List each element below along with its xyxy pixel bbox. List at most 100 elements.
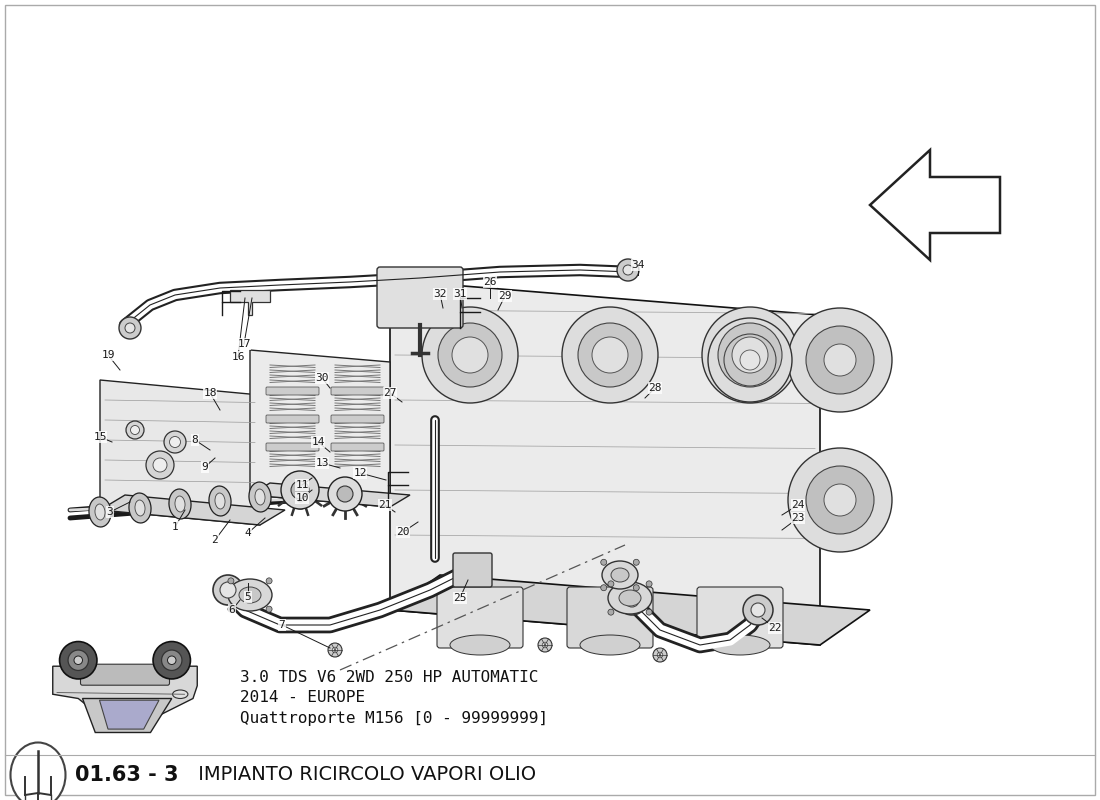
Text: 25: 25 — [453, 593, 466, 603]
FancyBboxPatch shape — [266, 443, 319, 451]
Text: 7: 7 — [278, 620, 285, 630]
Polygon shape — [100, 380, 260, 525]
Text: 2: 2 — [211, 535, 219, 545]
Ellipse shape — [89, 497, 111, 527]
Text: 8: 8 — [191, 435, 198, 445]
Text: 6: 6 — [229, 605, 235, 615]
Ellipse shape — [228, 579, 272, 611]
Circle shape — [751, 603, 764, 617]
Circle shape — [292, 481, 309, 499]
Text: 18: 18 — [204, 388, 217, 398]
FancyBboxPatch shape — [437, 587, 522, 648]
Ellipse shape — [295, 486, 305, 502]
Circle shape — [167, 656, 176, 665]
Text: 20: 20 — [396, 527, 409, 537]
Circle shape — [646, 609, 652, 615]
Circle shape — [657, 652, 663, 658]
Circle shape — [617, 259, 639, 281]
Circle shape — [125, 323, 135, 333]
Polygon shape — [250, 483, 410, 507]
Text: 01.63 - 3: 01.63 - 3 — [75, 765, 178, 785]
Circle shape — [146, 451, 174, 479]
Circle shape — [625, 593, 639, 607]
Circle shape — [592, 337, 628, 373]
Circle shape — [702, 307, 798, 403]
Text: 26: 26 — [483, 277, 497, 287]
Ellipse shape — [169, 489, 191, 519]
Circle shape — [601, 585, 607, 590]
FancyBboxPatch shape — [453, 553, 492, 587]
Circle shape — [328, 643, 342, 657]
Circle shape — [806, 326, 874, 394]
Ellipse shape — [173, 690, 188, 698]
Ellipse shape — [135, 500, 145, 516]
Ellipse shape — [608, 582, 652, 614]
Ellipse shape — [175, 496, 185, 512]
Circle shape — [806, 466, 874, 534]
Circle shape — [578, 323, 642, 387]
Circle shape — [153, 458, 167, 472]
Circle shape — [608, 609, 614, 615]
Ellipse shape — [619, 590, 641, 606]
Text: 24: 24 — [791, 500, 805, 510]
Circle shape — [220, 582, 236, 598]
Text: 23: 23 — [791, 513, 805, 523]
Ellipse shape — [289, 479, 311, 509]
Ellipse shape — [95, 504, 104, 520]
Circle shape — [332, 647, 338, 653]
Circle shape — [732, 337, 768, 373]
Circle shape — [634, 559, 639, 566]
Text: 17: 17 — [238, 339, 251, 349]
Circle shape — [266, 606, 272, 612]
Text: 28: 28 — [648, 383, 662, 393]
Text: 16: 16 — [231, 352, 244, 362]
Text: 15: 15 — [94, 432, 107, 442]
Text: 2014 - EUROPE: 2014 - EUROPE — [240, 690, 365, 706]
Circle shape — [724, 334, 776, 386]
FancyBboxPatch shape — [697, 587, 783, 648]
Circle shape — [328, 477, 362, 511]
Text: 9: 9 — [201, 462, 208, 472]
Circle shape — [601, 559, 607, 566]
Polygon shape — [870, 150, 1000, 260]
Circle shape — [153, 642, 190, 679]
Polygon shape — [250, 350, 390, 507]
Circle shape — [169, 437, 180, 447]
Text: 22: 22 — [768, 623, 782, 633]
Circle shape — [788, 308, 892, 412]
Ellipse shape — [214, 493, 225, 509]
Text: Quattroporte M156 [0 - 99999999]: Quattroporte M156 [0 - 99999999] — [240, 710, 548, 726]
FancyBboxPatch shape — [331, 415, 384, 423]
Text: 3: 3 — [107, 507, 113, 517]
Ellipse shape — [580, 635, 640, 655]
FancyBboxPatch shape — [331, 387, 384, 395]
Polygon shape — [100, 495, 285, 525]
Circle shape — [119, 317, 141, 339]
FancyBboxPatch shape — [266, 387, 319, 395]
Circle shape — [59, 642, 97, 679]
Circle shape — [538, 638, 552, 652]
Circle shape — [213, 575, 243, 605]
Circle shape — [266, 578, 272, 584]
Text: 11: 11 — [295, 480, 309, 490]
FancyBboxPatch shape — [566, 587, 653, 648]
Circle shape — [562, 307, 658, 403]
Text: 12: 12 — [353, 468, 366, 478]
Circle shape — [164, 431, 186, 453]
Text: 4: 4 — [244, 528, 252, 538]
Text: 34: 34 — [631, 260, 645, 270]
FancyBboxPatch shape — [331, 443, 384, 451]
Text: 31: 31 — [453, 289, 466, 299]
Ellipse shape — [129, 493, 151, 523]
Ellipse shape — [450, 635, 510, 655]
Circle shape — [742, 595, 773, 625]
Circle shape — [162, 650, 182, 670]
Circle shape — [131, 426, 140, 434]
Circle shape — [228, 578, 234, 584]
Text: 13: 13 — [316, 458, 329, 468]
Circle shape — [280, 471, 319, 509]
Circle shape — [542, 642, 548, 648]
Polygon shape — [230, 290, 270, 315]
Ellipse shape — [249, 482, 271, 512]
Text: 27: 27 — [383, 388, 397, 398]
